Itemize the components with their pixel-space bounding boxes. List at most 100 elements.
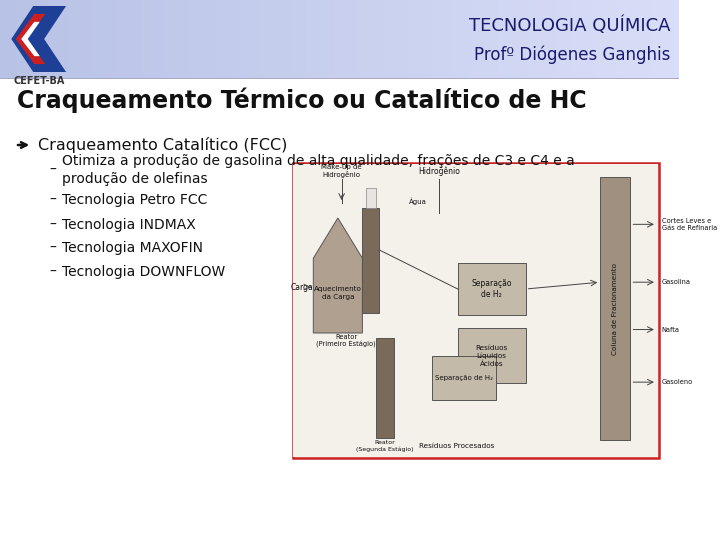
Bar <box>204 0 210 78</box>
Bar <box>447 0 454 78</box>
Bar <box>227 0 233 78</box>
Bar <box>668 0 675 78</box>
Bar <box>221 0 228 78</box>
Text: Gasolina: Gasolina <box>662 279 690 285</box>
Bar <box>617 0 624 78</box>
Bar <box>413 0 420 78</box>
Bar <box>476 0 482 78</box>
Bar <box>40 0 46 78</box>
Bar <box>521 0 528 78</box>
Text: Aquecimento
da Carga: Aquecimento da Carga <box>314 286 361 300</box>
Bar <box>34 0 40 78</box>
Text: –: – <box>49 241 56 255</box>
Text: Separação
de H₂: Separação de H₂ <box>472 279 512 299</box>
Bar <box>362 208 379 313</box>
Bar <box>51 0 58 78</box>
Bar <box>289 0 295 78</box>
Bar <box>674 0 680 78</box>
Bar <box>351 0 358 78</box>
Text: Coluna de Fracionamento: Coluna de Fracionamento <box>612 263 618 355</box>
Bar <box>6 0 12 78</box>
Bar <box>210 0 216 78</box>
Bar <box>487 0 494 78</box>
Bar <box>232 0 239 78</box>
Bar <box>57 0 63 78</box>
Bar <box>611 0 618 78</box>
Text: Resíduos Procesados: Resíduos Procesados <box>419 443 495 449</box>
Text: Make-up de
Hidrogênio: Make-up de Hidrogênio <box>321 164 362 178</box>
Bar <box>366 188 376 208</box>
Text: Carga: Carga <box>291 282 313 292</box>
Bar <box>634 0 641 78</box>
Bar <box>68 0 75 78</box>
Bar <box>577 0 584 78</box>
Bar <box>368 0 374 78</box>
Bar <box>481 0 488 78</box>
Bar <box>170 0 176 78</box>
Text: –: – <box>49 218 56 232</box>
Bar <box>63 0 69 78</box>
Bar <box>459 0 465 78</box>
Bar <box>28 0 35 78</box>
Bar <box>96 0 103 78</box>
Bar <box>431 0 437 78</box>
Bar <box>657 0 663 78</box>
Bar <box>119 0 125 78</box>
Bar <box>198 0 204 78</box>
Bar <box>526 0 534 78</box>
Bar <box>432 356 496 400</box>
Text: Otimiza a produção de gasolina de alta qualidade, frações de C3 e C4 e a
produçã: Otimiza a produção de gasolina de alta q… <box>63 154 575 186</box>
Bar <box>147 0 154 78</box>
Bar <box>549 0 556 78</box>
Bar <box>600 177 631 440</box>
Text: Craqueamento Térmico ou Catalítico de HC: Craqueamento Térmico ou Catalítico de HC <box>17 87 587 113</box>
Bar <box>436 0 443 78</box>
Text: Água: Água <box>409 197 427 205</box>
Polygon shape <box>12 6 66 72</box>
Bar <box>458 328 526 383</box>
Bar <box>458 263 526 315</box>
Bar <box>73 0 80 78</box>
Bar <box>136 0 143 78</box>
Bar <box>113 0 120 78</box>
Bar <box>640 0 647 78</box>
Bar <box>91 0 97 78</box>
Bar <box>376 338 395 438</box>
Bar <box>492 0 499 78</box>
Bar <box>464 0 471 78</box>
Text: Profº Diógenes Ganghis: Profº Diógenes Ganghis <box>474 46 670 64</box>
Bar <box>17 0 24 78</box>
Polygon shape <box>21 22 40 56</box>
Bar <box>566 0 573 78</box>
Bar <box>402 0 409 78</box>
Bar <box>158 0 165 78</box>
Bar <box>261 0 267 78</box>
Text: Tecnologia DOWNFLOW: Tecnologia DOWNFLOW <box>63 265 225 279</box>
Bar <box>312 0 318 78</box>
Bar <box>192 0 199 78</box>
Bar <box>323 0 329 78</box>
Bar <box>340 0 346 78</box>
Text: CEFET-BA: CEFET-BA <box>13 76 64 86</box>
Bar <box>425 0 431 78</box>
Text: Tecnologia INDMAX: Tecnologia INDMAX <box>63 218 196 232</box>
Text: Craqueamento Catalítico (FCC): Craqueamento Catalítico (FCC) <box>37 137 287 153</box>
Bar <box>662 0 669 78</box>
Bar <box>277 0 284 78</box>
Bar <box>266 0 273 78</box>
Bar <box>107 0 114 78</box>
Bar <box>498 0 505 78</box>
Bar <box>79 0 86 78</box>
Bar <box>453 0 459 78</box>
Bar <box>249 0 256 78</box>
Text: Nafta: Nafta <box>662 327 680 333</box>
Bar <box>142 0 148 78</box>
Bar <box>646 0 652 78</box>
Bar <box>22 0 30 78</box>
Bar <box>294 164 658 457</box>
Bar <box>555 0 562 78</box>
Bar <box>215 0 222 78</box>
Bar <box>374 0 380 78</box>
Bar <box>176 0 182 78</box>
Bar <box>243 0 250 78</box>
